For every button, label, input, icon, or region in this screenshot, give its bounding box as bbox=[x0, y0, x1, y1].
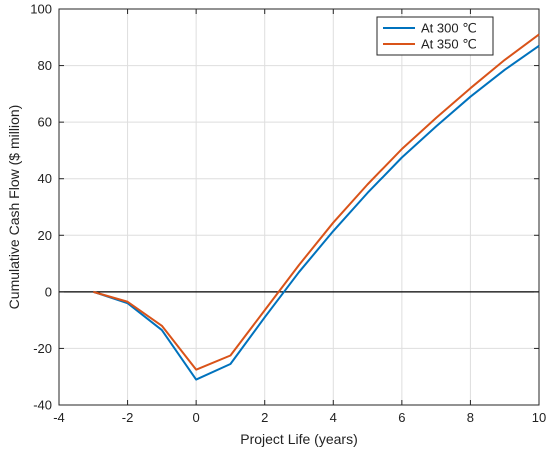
x-tick-labels: -4 -2 0 2 4 6 8 10 bbox=[53, 410, 546, 425]
y-tick-labels: -40 -20 0 20 40 60 80 100 bbox=[30, 2, 52, 413]
y-tick-label: 60 bbox=[38, 115, 52, 130]
x-tick-label: 6 bbox=[398, 410, 405, 425]
series-lines bbox=[92, 33, 540, 381]
y-tick-label: -40 bbox=[33, 398, 52, 413]
x-tick-label: 10 bbox=[532, 410, 546, 425]
x-tick-label: 4 bbox=[330, 410, 337, 425]
series-line-2 bbox=[93, 33, 540, 371]
grid-lines bbox=[58, 8, 540, 406]
y-tick-label: 80 bbox=[38, 58, 52, 73]
x-tick-label: 8 bbox=[467, 410, 474, 425]
x-tick-label: -2 bbox=[122, 410, 134, 425]
legend-label-2: At 350 ℃ bbox=[421, 37, 477, 52]
x-tick-label: 2 bbox=[261, 410, 268, 425]
x-tick-label: 0 bbox=[193, 410, 200, 425]
y-axis-title: Cumulative Cash Flow ($ million) bbox=[6, 105, 22, 310]
legend: At 300 ℃At 350 ℃ bbox=[376, 16, 494, 56]
y-tick-label: 40 bbox=[38, 171, 52, 186]
y-tick-label: 100 bbox=[30, 2, 52, 17]
series-line-1 bbox=[92, 44, 540, 381]
y-tick-label: 20 bbox=[38, 228, 52, 243]
x-axis-title: Project Life (years) bbox=[240, 431, 357, 447]
legend-box bbox=[376, 16, 494, 56]
x-tick-label: -4 bbox=[53, 410, 65, 425]
plot-area-frame bbox=[58, 8, 540, 406]
axis-ticks bbox=[58, 8, 540, 406]
legend-label-1: At 300 ℃ bbox=[421, 21, 477, 36]
y-tick-label: 0 bbox=[45, 284, 52, 299]
y-tick-label: -20 bbox=[33, 341, 52, 356]
